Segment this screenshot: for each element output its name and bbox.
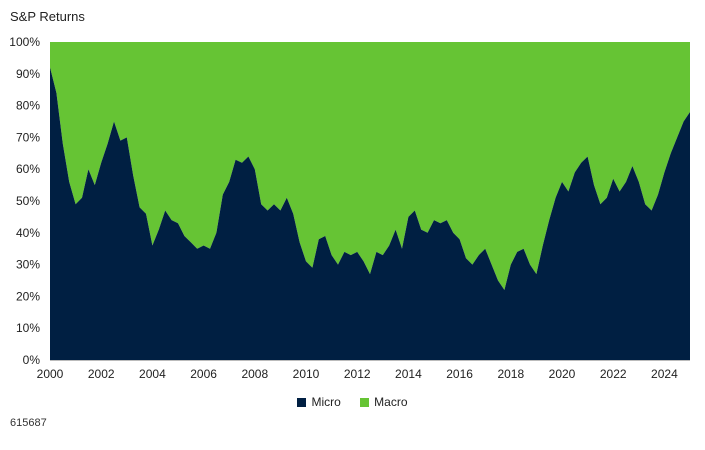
area-micro	[50, 67, 690, 361]
x-tick-label: 2002	[88, 367, 115, 381]
x-tick-label: 2014	[395, 367, 422, 381]
stacked-area-chart: 0% 10% 20% 30% 40% 50% 60% 70% 80% 90% 100% 2000 200…	[9, 35, 690, 381]
x-tick-label: 2020	[549, 367, 576, 381]
legend: Micro Macro	[0, 395, 705, 410]
x-tick-label: 2010	[293, 367, 320, 381]
x-tick-label: 2000	[37, 367, 64, 381]
area-macro	[50, 42, 690, 290]
x-tick-label: 2018	[497, 367, 524, 381]
legend-label-micro: Micro	[311, 395, 341, 409]
legend-swatch-macro	[360, 397, 370, 407]
x-tick-label: 2024	[651, 367, 678, 381]
x-tick-label: 2004	[139, 367, 166, 381]
y-tick-label: 0%	[23, 353, 41, 367]
legend-label-macro: Macro	[374, 395, 408, 409]
y-tick-label: 40%	[16, 226, 40, 240]
y-tick-label: 50%	[16, 194, 40, 208]
y-tick-label: 60%	[16, 162, 40, 176]
legend-swatch-micro	[297, 397, 307, 407]
x-tick-label: 2016	[446, 367, 473, 381]
y-tick-label: 70%	[16, 130, 40, 144]
x-tick-label: 2008	[241, 367, 268, 381]
x-tick-label: 2012	[344, 367, 371, 381]
y-tick-label: 20%	[16, 289, 40, 303]
footnote: 615687	[10, 417, 47, 429]
x-tick-label: 2022	[600, 367, 627, 381]
legend-item-micro: Micro	[297, 395, 341, 409]
legend-item-macro: Macro	[360, 395, 408, 409]
y-tick-label: 10%	[16, 321, 40, 335]
y-tick-label: 100%	[9, 35, 40, 49]
y-tick-label: 80%	[16, 99, 40, 113]
chart-title: S&P Returns	[10, 9, 85, 24]
x-tick-label: 2006	[190, 367, 217, 381]
y-tick-label: 90%	[16, 67, 40, 81]
y-tick-label: 30%	[16, 258, 40, 272]
